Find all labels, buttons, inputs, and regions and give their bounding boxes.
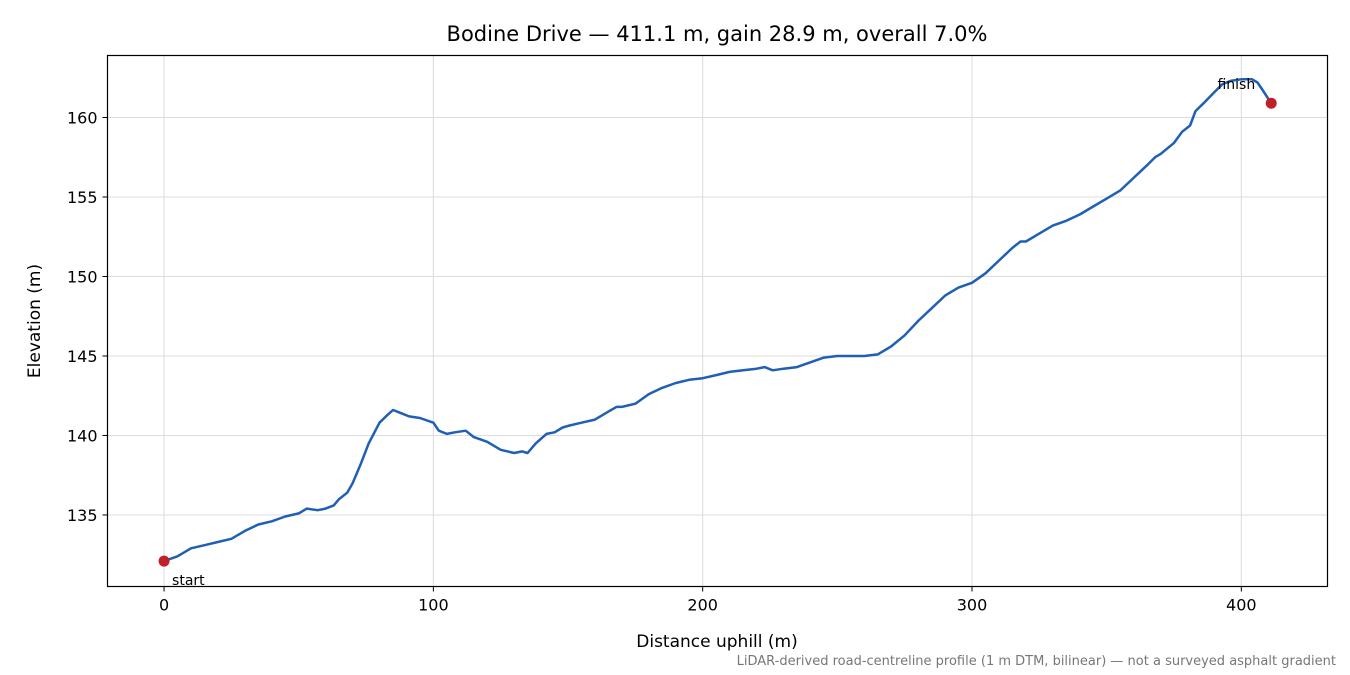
x-tick-label: 200 [687,596,718,615]
start-label: start [172,573,205,589]
elevation-line [162,78,1273,563]
axis-ticks: 0 100 200 300 400 135 140 145 150 155 160 [67,109,1257,615]
y-tick-label: 150 [67,267,98,286]
endpoint-markers: start finish [158,77,1277,589]
x-tick-label: 300 [957,596,988,615]
x-tick-label: 100 [418,596,449,615]
plot-frame [106,54,1329,588]
footnote: LiDAR-derived road-centreline profile (1… [737,654,1336,669]
plot-area [162,78,1273,563]
finish-marker [1265,97,1277,109]
y-tick-label: 155 [67,188,98,207]
finish-label: finish [1217,77,1255,93]
y-tick-label: 160 [67,109,98,128]
y-tick-label: 145 [67,347,98,366]
y-tick-label: 140 [67,426,98,445]
x-tick-label: 0 [159,596,169,615]
y-axis-label: Elevation (m) [25,264,45,378]
grid-lines [107,55,1328,587]
start-marker [158,555,170,567]
y-tick-label: 135 [67,506,98,525]
chart-title: Bodine Drive — 411.1 m, gain 28.9 m, ove… [447,22,988,46]
x-tick-label: 400 [1226,596,1257,615]
x-axis-label: Distance uphill (m) [636,632,797,652]
